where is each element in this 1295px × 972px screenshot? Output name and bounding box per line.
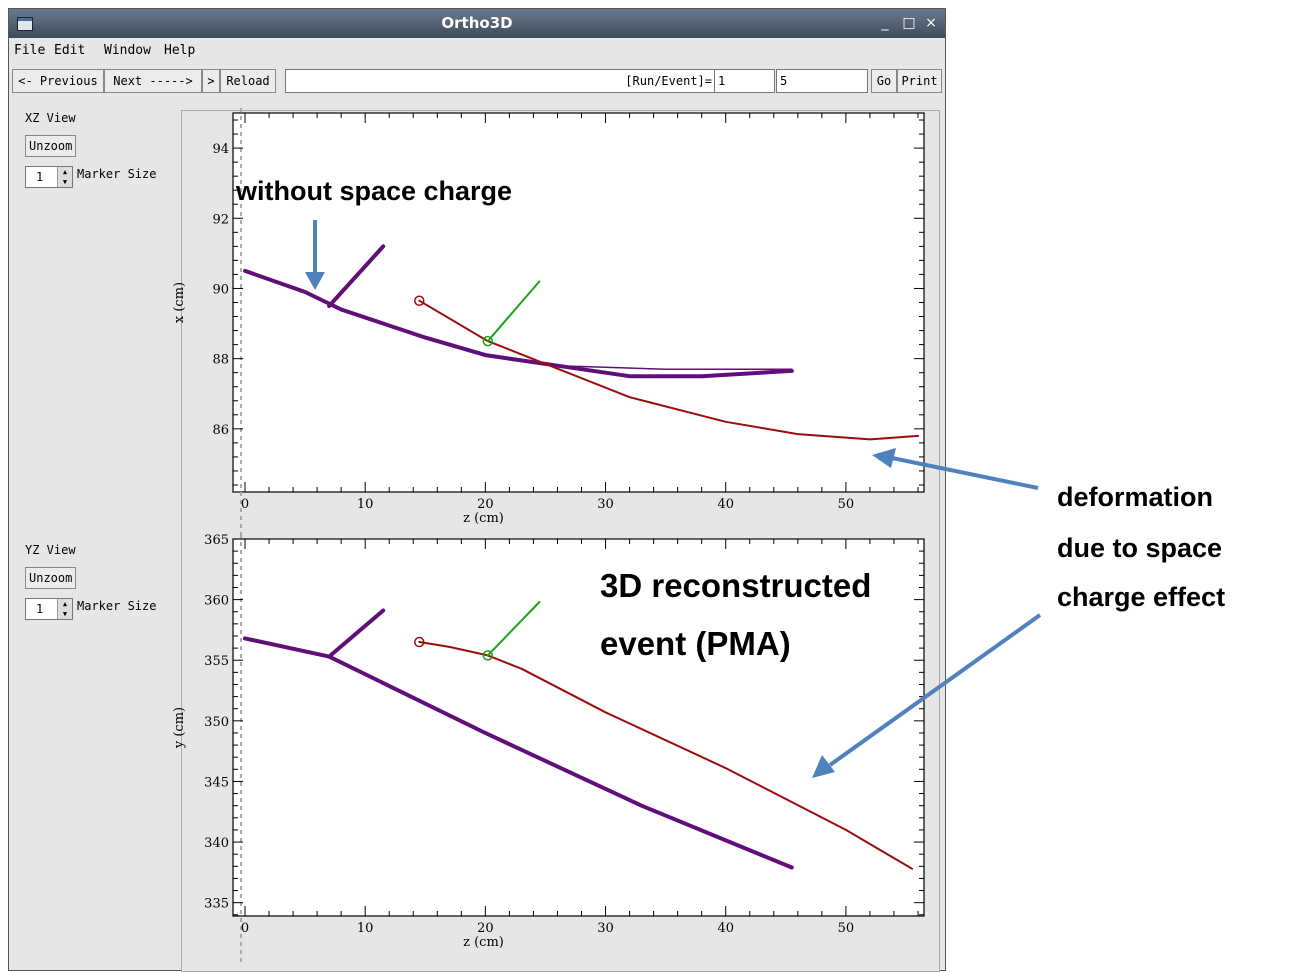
deformation-label-line3: charge effect [1057,582,1225,612]
yz-view-xtick-label: 50 [838,921,855,936]
event-input[interactable]: 5 [776,69,868,93]
yz-view-ytick-label: 350 [204,715,229,730]
menu-bar: File Edit Window Help [9,38,945,62]
yz-view-vertex-green [482,650,494,661]
close-icon[interactable]: × [925,15,937,31]
xz-view-track-red-3 [418,299,919,441]
xz-unzoom-button[interactable]: Unzoom [25,135,77,157]
yz-view-xtick-label: 0 [241,921,249,936]
yz-view-xtick-label: 20 [477,921,494,936]
go-button[interactable]: Go [871,69,897,93]
window-title: Ortho3D [441,14,513,32]
arrow-deformation-yz [828,613,1042,767]
run-input[interactable]: 1 [714,69,775,93]
yz-view-label: YZ View [25,543,76,557]
xz-view-xtick-label: 50 [838,497,855,512]
xz-view-xtick-label: 0 [241,497,249,512]
yz-view-ytick-label: 340 [204,836,229,851]
xz-view-xtick-label: 40 [717,497,734,512]
arrowhead-icon [872,448,896,468]
run-event-label: [Run/Event]= [625,74,712,88]
xz-view-track-purple-1 [556,364,793,370]
yz-view-xtick-label: 40 [717,921,734,936]
xz-view-vertex-green [482,335,494,347]
yz-view-xtick-label: 10 [357,921,374,936]
step-forward-button[interactable]: > [202,69,220,93]
yz-view-frame [232,538,925,917]
xz-marker-size-value: 1 [36,170,44,184]
reco-label-line2: event (PMA) [600,625,791,662]
xz-marker-size-spinner[interactable]: 1 ▲ ▼ [25,166,73,188]
deformation-label-line1: deformation [1057,482,1213,512]
yz-marker-size-label: Marker Size [77,599,157,613]
toolbar: <- Previous Next -----> > Reload [Run/Ev… [9,69,945,95]
next-button[interactable]: Next -----> [104,69,202,93]
xz-view-track-green-4 [486,280,541,343]
xz-view-ytick-label: 94 [212,142,229,157]
menu-window[interactable]: Window [104,43,151,58]
arrowhead-icon [812,755,835,778]
minimize-icon[interactable]: _ [881,15,889,31]
arrow-deformation-xz [891,456,1039,490]
xz-view-xtick-label: 10 [357,497,374,512]
reload-button[interactable]: Reload [220,69,276,93]
xz-view-ylabel: x (cm) [172,282,187,323]
spin-arrows-icon[interactable]: ▲ ▼ [57,167,72,187]
yz-view-track-green-3 [486,601,541,657]
xz-view-ytick-label: 92 [212,212,229,227]
deformation-label-line2: due to space [1057,533,1222,563]
yz-view-track-red-2 [418,641,913,870]
yz-view-xtick-label: 30 [597,921,614,936]
xz-view-xlabel: z (cm) [463,511,504,526]
yz-view-track-purple-0 [243,636,794,870]
title-bar[interactable]: Ortho3D _ □ × [9,9,945,38]
yz-view-ylabel: y (cm) [172,707,187,749]
xz-view-xtick-label: 20 [477,497,494,512]
xz-view-frame [232,112,925,493]
print-button[interactable]: Print [897,69,942,93]
menu-file[interactable]: File [14,43,46,58]
xz-view-track-purple-2 [327,244,386,308]
yz-unzoom-button[interactable]: Unzoom [25,567,77,589]
menu-edit[interactable]: Edit [54,43,86,58]
yz-view-ytick-label: 345 [204,775,229,790]
yz-view-xlabel: z (cm) [463,935,504,950]
yz-view-vertex-red [414,636,425,648]
yz-view-ytick-label: 360 [204,594,229,609]
menu-help[interactable]: Help [164,43,196,58]
yz-marker-size-value: 1 [36,602,44,616]
yz-view-ytick-label: 335 [204,897,229,912]
xz-view-ytick-label: 86 [212,423,229,438]
yz-view-track-purple-1 [327,608,386,659]
maximize-icon[interactable]: □ [902,15,916,31]
xz-view-vertex-red [414,295,425,306]
xz-view-label: XZ View [25,111,76,125]
arrowhead-icon [305,272,325,290]
yz-view-ytick-label: 365 [204,533,229,548]
reco-label-line1: 3D reconstructed [600,567,871,604]
without-space-charge-label: without space charge [235,176,512,206]
xz-view-ytick-label: 90 [212,282,229,297]
xz-marker-size-label: Marker Size [77,167,157,181]
status-field[interactable]: [Run/Event]= [285,69,715,93]
yz-view-ytick-label: 355 [204,654,229,669]
xz-view-ytick-label: 88 [212,353,229,368]
app-icon[interactable] [17,17,33,31]
previous-button[interactable]: <- Previous [12,69,104,93]
yz-marker-size-spinner[interactable]: 1 ▲ ▼ [25,598,73,620]
spin-arrows-icon[interactable]: ▲ ▼ [57,599,72,619]
xz-view-track-purple-0 [243,268,794,379]
xz-view-xtick-label: 30 [597,497,614,512]
